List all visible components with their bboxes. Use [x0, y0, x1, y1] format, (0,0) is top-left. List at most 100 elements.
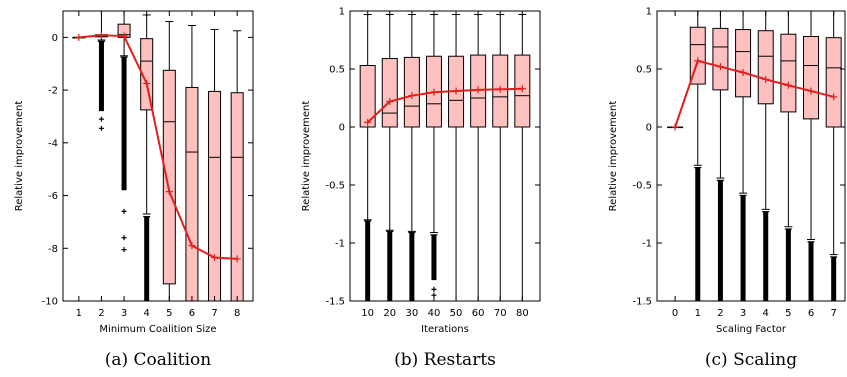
- restarts-panel: Relative improvement Iterations (b) Rest…: [301, 7, 541, 370]
- mean-marker: [671, 123, 679, 131]
- mean-marker: [716, 63, 724, 71]
- box-7: [208, 28, 222, 301]
- y-tick-label: 0.5: [636, 65, 652, 76]
- mean-line: [78, 34, 238, 260]
- y-tick-label: -1: [642, 239, 652, 250]
- coalition-caption: (a) Coalition: [105, 350, 212, 370]
- box-body: [735, 29, 752, 98]
- outlier-marker: [98, 116, 104, 122]
- scaling-xlabel: Scaling Factor: [716, 324, 787, 335]
- mean-marker: [452, 87, 460, 95]
- outlier-marker: [98, 125, 104, 131]
- box-3: [735, 11, 752, 301]
- mean-marker: [120, 32, 128, 40]
- y-tick-label: -2: [48, 86, 58, 97]
- mean-marker: [694, 57, 702, 65]
- mean-marker: [211, 254, 219, 261]
- x-tick-label: 6: [808, 308, 814, 319]
- restarts-xlabel: Iterations: [421, 324, 469, 335]
- box-7: [825, 11, 842, 301]
- outlier-marker: [431, 286, 437, 292]
- x-tick-label: 50: [450, 308, 463, 319]
- box-1: [689, 11, 706, 301]
- y-tick-label: -1.5: [632, 297, 652, 308]
- box-5: [162, 21, 176, 301]
- box-body: [185, 86, 199, 301]
- mean-marker: [408, 92, 416, 100]
- box-4: [757, 11, 774, 301]
- coalition-ylabel: Relative improvement: [14, 101, 25, 212]
- box-body: [825, 37, 842, 128]
- outlier-marker: [121, 235, 127, 241]
- scaling-ylabel: Relative improvement: [608, 101, 619, 212]
- x-tick-label: 3: [121, 308, 127, 319]
- box-2: [94, 11, 108, 131]
- x-tick-label: 20: [383, 308, 396, 319]
- y-tick-label: -0.5: [632, 181, 652, 192]
- x-tick-label: 70: [494, 308, 507, 319]
- mean-marker: [784, 81, 792, 89]
- y-tick-label: -8: [48, 244, 58, 255]
- y-tick-label: 0: [339, 123, 345, 134]
- x-tick-label: 5: [166, 308, 172, 319]
- restarts-frame: [349, 10, 541, 302]
- x-tick-label: 7: [211, 308, 217, 319]
- scaling-panel: Relative improvement Scaling Factor (c) …: [608, 7, 846, 370]
- box-body: [162, 69, 176, 285]
- y-tick-label: 1: [646, 7, 652, 18]
- box-2: [712, 11, 729, 301]
- y-tick-label: -1.5: [325, 297, 345, 308]
- y-tick-label: 1: [339, 7, 345, 18]
- box-body: [140, 38, 154, 111]
- box-60: [470, 13, 487, 301]
- outlier-marker: [121, 247, 127, 253]
- box-body: [712, 27, 729, 91]
- mean-marker: [386, 97, 394, 105]
- box-70: [492, 13, 509, 301]
- y-tick-label: 0: [52, 33, 58, 44]
- mean-marker: [830, 93, 838, 101]
- x-tick-label: 5: [785, 308, 791, 319]
- x-tick-label: 1: [695, 308, 701, 319]
- x-tick-label: 4: [144, 308, 150, 319]
- x-tick-label: 7: [830, 308, 836, 319]
- mean-marker: [364, 118, 372, 126]
- x-tick-label: 2: [98, 308, 104, 319]
- y-tick-label: 0: [646, 123, 652, 134]
- mean-marker: [474, 86, 482, 94]
- box-80: [514, 13, 531, 301]
- scaling-plot-area: [667, 11, 842, 301]
- coalition-panel: Relative improvement Minimum Coalition S…: [14, 10, 254, 370]
- box-4: [140, 14, 154, 301]
- mean-line: [366, 87, 523, 124]
- mean-marker: [97, 31, 105, 39]
- coalition-plot-area: [72, 11, 244, 301]
- coalition-xlabel: Minimum Coalition Size: [99, 324, 216, 335]
- x-tick-label: 30: [405, 308, 418, 319]
- mean-marker: [807, 87, 815, 95]
- outlier-marker: [121, 208, 127, 214]
- box-50: [448, 13, 465, 301]
- restarts-ylabel: Relative improvement: [301, 101, 312, 212]
- y-tick-label: -1: [335, 239, 345, 250]
- scaling-caption: (c) Scaling: [705, 350, 797, 370]
- box-40: [425, 13, 442, 298]
- x-tick-label: 1: [76, 308, 82, 319]
- box-10: [359, 13, 376, 301]
- mean-marker: [496, 85, 504, 93]
- x-tick-label: 6: [189, 308, 195, 319]
- box-6: [185, 25, 199, 301]
- box-20: [381, 13, 398, 301]
- x-tick-label: 3: [740, 308, 746, 319]
- x-tick-label: 40: [428, 308, 441, 319]
- y-tick-label: -0.5: [325, 181, 345, 192]
- mean-marker: [762, 75, 770, 83]
- box-6: [803, 11, 820, 301]
- box-5: [780, 11, 797, 301]
- box-body: [780, 33, 797, 113]
- box-3: [117, 11, 131, 253]
- mean-marker: [143, 80, 151, 87]
- mean-marker: [739, 68, 747, 76]
- box-body: [803, 36, 820, 120]
